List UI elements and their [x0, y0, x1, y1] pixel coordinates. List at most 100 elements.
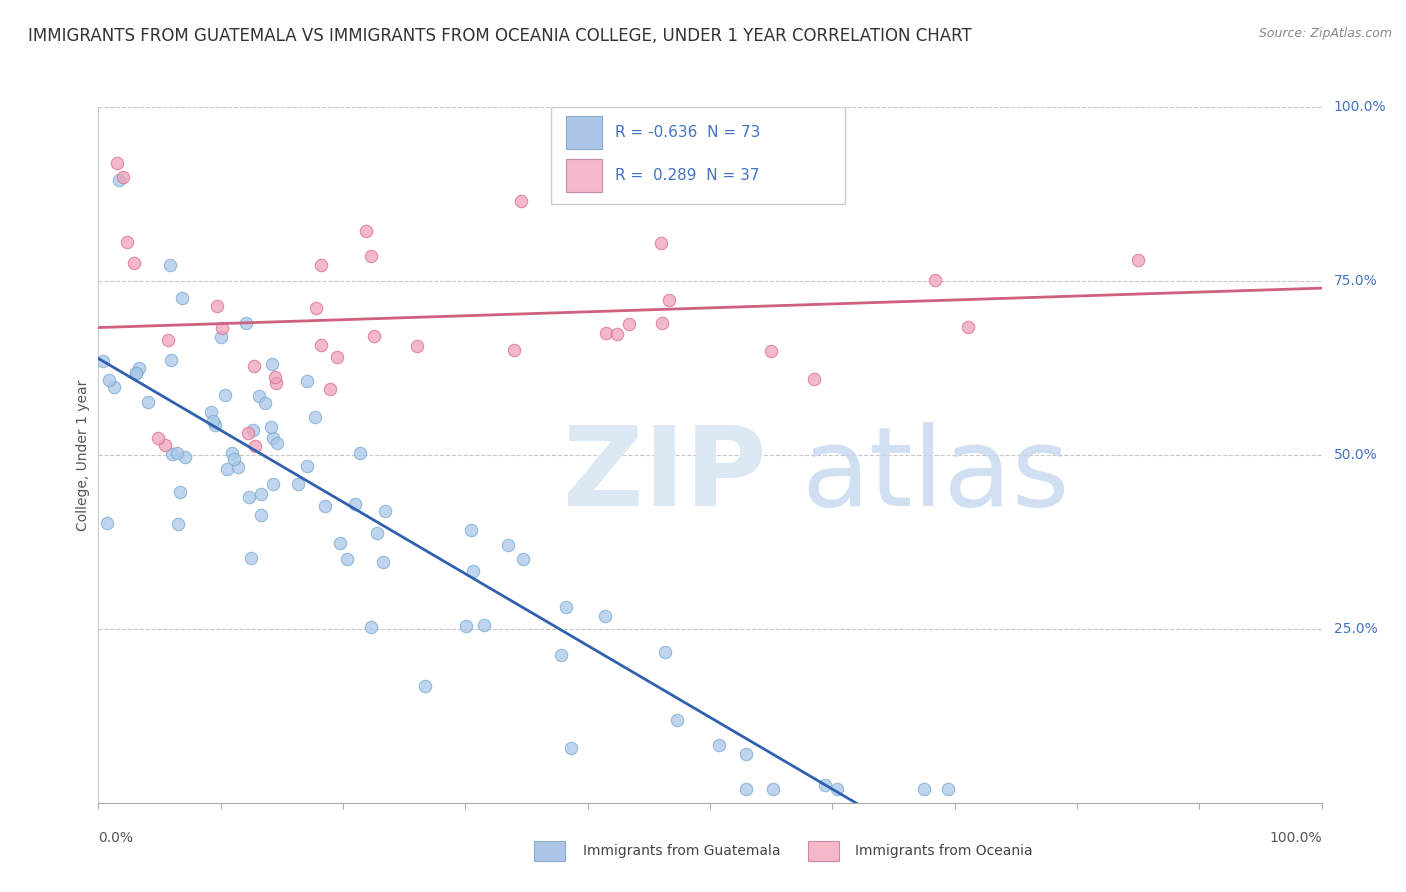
- Point: [250, 508, 273, 523]
- Point: [309, 337, 332, 351]
- Text: 0.0%: 0.0%: [98, 830, 134, 845]
- Point: [309, 258, 332, 272]
- Point: [665, 713, 688, 727]
- Point: [254, 395, 277, 409]
- Point: [343, 497, 366, 511]
- Point: [363, 328, 385, 343]
- Point: [122, 256, 145, 270]
- Point: [550, 648, 572, 662]
- Point: [336, 552, 359, 566]
- Point: [325, 350, 347, 364]
- Text: 100.0%: 100.0%: [1334, 100, 1386, 114]
- Point: [297, 374, 319, 388]
- Bar: [534, 841, 565, 861]
- Bar: [565, 116, 602, 149]
- Point: [406, 339, 429, 353]
- Bar: [808, 841, 839, 861]
- Point: [460, 523, 482, 537]
- Point: [606, 327, 628, 342]
- Point: [1128, 253, 1150, 268]
- Point: [166, 446, 188, 460]
- Point: [287, 477, 309, 491]
- Point: [957, 320, 980, 334]
- Point: [153, 438, 176, 452]
- Point: [266, 436, 288, 450]
- Point: [243, 439, 266, 453]
- Point: [124, 366, 146, 380]
- Point: [329, 536, 352, 550]
- Point: [502, 343, 524, 358]
- Point: [373, 555, 395, 569]
- Point: [912, 781, 935, 796]
- Point: [924, 273, 946, 287]
- Point: [814, 778, 837, 792]
- Point: [472, 618, 495, 632]
- Point: [651, 316, 673, 330]
- Point: [239, 551, 262, 566]
- Point: [146, 431, 169, 445]
- Point: [93, 354, 115, 368]
- Text: atlas: atlas: [801, 422, 1070, 529]
- Text: 100.0%: 100.0%: [1270, 830, 1322, 845]
- Point: [243, 359, 266, 373]
- Point: [260, 357, 283, 371]
- Point: [173, 450, 195, 465]
- Point: [735, 781, 758, 796]
- Point: [160, 352, 183, 367]
- Point: [734, 747, 756, 761]
- Point: [825, 781, 848, 796]
- Point: [136, 395, 159, 409]
- Point: [413, 679, 436, 693]
- FancyBboxPatch shape: [551, 107, 845, 204]
- Text: Source: ZipAtlas.com: Source: ZipAtlas.com: [1258, 27, 1392, 40]
- Point: [803, 372, 825, 386]
- Text: 50.0%: 50.0%: [1334, 448, 1378, 462]
- Point: [595, 326, 617, 340]
- Point: [167, 516, 190, 531]
- Point: [617, 317, 640, 331]
- Point: [162, 447, 184, 461]
- Point: [103, 380, 125, 394]
- Point: [366, 525, 388, 540]
- Point: [222, 452, 245, 467]
- Point: [593, 608, 616, 623]
- Point: [304, 410, 326, 425]
- Point: [249, 487, 271, 501]
- Point: [169, 485, 191, 500]
- Point: [349, 446, 371, 460]
- Point: [105, 155, 128, 169]
- Point: [242, 423, 264, 437]
- Point: [209, 330, 232, 344]
- Point: [555, 600, 578, 615]
- Point: [762, 781, 785, 796]
- Point: [262, 476, 284, 491]
- Point: [654, 646, 676, 660]
- Point: [509, 194, 531, 209]
- Point: [658, 293, 681, 307]
- Y-axis label: College, Under 1 year: College, Under 1 year: [76, 379, 90, 531]
- Point: [217, 461, 239, 475]
- Text: 25.0%: 25.0%: [1334, 622, 1378, 636]
- Bar: [565, 159, 602, 192]
- Point: [262, 431, 284, 445]
- Point: [211, 321, 233, 335]
- Point: [354, 224, 377, 238]
- Point: [374, 504, 396, 518]
- Text: IMMIGRANTS FROM GUATEMALA VS IMMIGRANTS FROM OCEANIA COLLEGE, UNDER 1 YEAR CORRE: IMMIGRANTS FROM GUATEMALA VS IMMIGRANTS …: [28, 27, 972, 45]
- Point: [214, 388, 236, 402]
- Point: [260, 419, 283, 434]
- Point: [111, 169, 134, 184]
- Text: Immigrants from Oceania: Immigrants from Oceania: [855, 844, 1032, 858]
- Point: [496, 538, 519, 552]
- Point: [295, 459, 318, 474]
- Point: [263, 370, 285, 384]
- Point: [304, 301, 326, 316]
- Point: [319, 382, 342, 396]
- Point: [314, 499, 336, 513]
- Point: [156, 333, 179, 347]
- Point: [512, 552, 534, 566]
- Point: [238, 425, 260, 440]
- Point: [226, 459, 249, 474]
- Point: [936, 781, 959, 796]
- Point: [170, 291, 193, 305]
